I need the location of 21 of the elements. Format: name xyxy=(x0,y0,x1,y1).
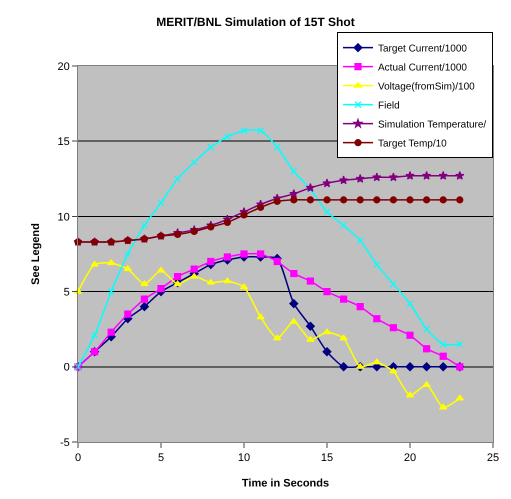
x-axis-title: Time in Seconds xyxy=(242,477,330,490)
x-tick-label: 10 xyxy=(238,452,250,464)
legend-label: Field xyxy=(378,100,400,112)
x-tick-label: 25 xyxy=(486,452,500,464)
legend-label: Target Current/1000 xyxy=(378,44,468,55)
x-tick-label: 0 xyxy=(74,452,82,464)
y-tick-label: 20 xyxy=(58,60,70,73)
chart-title: MERIT/BNL Simulation of 15T Shot xyxy=(156,14,355,29)
y-tick-label: 15 xyxy=(58,136,70,148)
legend-label: Target Temp/10 xyxy=(378,138,448,150)
x-tick-label: 20 xyxy=(404,452,416,464)
legend-label: Simulation Temperature/ xyxy=(378,120,486,131)
y-tick-label: 0 xyxy=(64,362,70,374)
y-axis-title: See Legend xyxy=(30,223,42,285)
legend-label: Actual Current/1000 xyxy=(378,62,468,74)
y-tick-label: -5 xyxy=(60,436,70,449)
y-tick-label: 10 xyxy=(58,211,70,224)
x-tick-label: 5 xyxy=(158,452,164,464)
y-tick-label: 5 xyxy=(64,286,70,298)
legend-label: Voltage(fromSim)/100 xyxy=(378,82,476,93)
x-tick-label: 15 xyxy=(320,452,334,464)
